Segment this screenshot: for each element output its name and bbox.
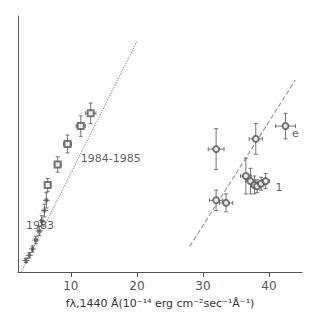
svg-text:fλ,1440 Å(10⁻¹⁴ erg cm⁻²sec⁻¹Å: fλ,1440 Å(10⁻¹⁴ erg cm⁻²sec⁻¹Å⁻¹): [66, 297, 255, 310]
svg-text:1984-1985: 1984-1985: [81, 152, 141, 165]
svg-text:1983: 1983: [26, 219, 54, 232]
svg-text:20: 20: [129, 279, 144, 293]
svg-text:10: 10: [63, 279, 78, 293]
svg-text:30: 30: [195, 279, 210, 293]
svg-text:1: 1: [276, 181, 283, 194]
svg-text:40: 40: [261, 279, 276, 293]
svg-text:e: e: [292, 127, 299, 140]
